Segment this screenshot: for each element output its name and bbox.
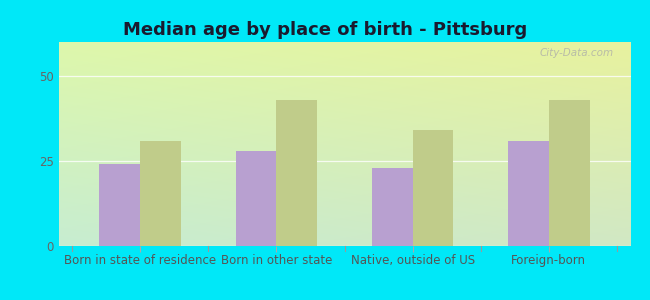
Bar [413,130,454,246]
Bar [235,151,276,246]
Bar [140,141,181,246]
Text: City-Data.com: City-Data.com [540,48,614,58]
Bar [549,100,590,246]
Bar [372,168,413,246]
Bar [508,141,549,246]
Bar [276,100,317,246]
Bar [99,164,140,246]
Text: Median age by place of birth - Pittsburg: Median age by place of birth - Pittsburg [123,21,527,39]
